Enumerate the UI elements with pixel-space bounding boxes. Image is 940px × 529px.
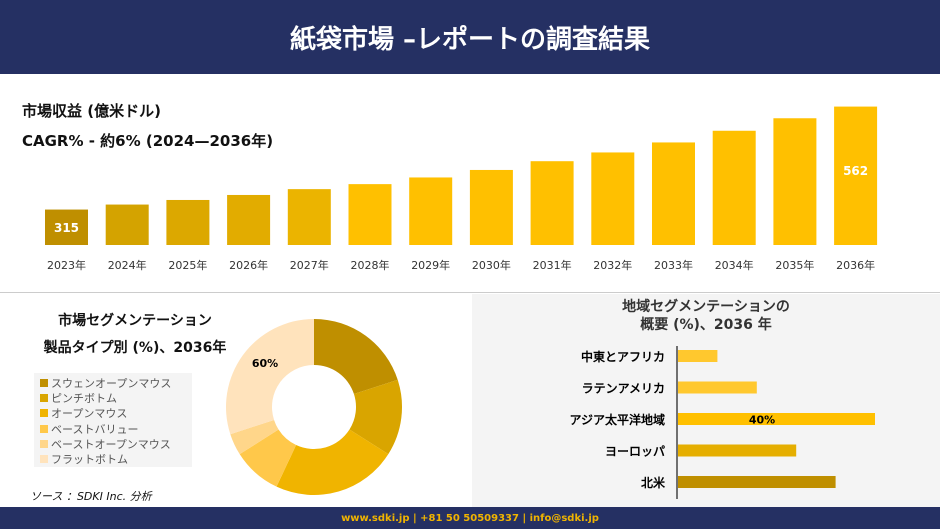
bar-2033年	[652, 142, 695, 245]
page-title: 紙袋市場 –レポートの調査結果	[289, 24, 651, 55]
legend-item: スウェンオープンマウス	[40, 375, 186, 390]
bar-2031年	[530, 161, 574, 245]
legend-item: ベーストバリュー	[40, 421, 186, 436]
region-data-label: 40%	[749, 414, 775, 427]
bar-2026年	[227, 194, 271, 245]
region-bar	[678, 381, 757, 394]
legend-swatch	[40, 409, 48, 418]
x-tick-label: 2032年	[593, 258, 632, 272]
revenue-title: 市場収益 (億米ドル)	[22, 102, 161, 120]
legend-swatch	[40, 393, 48, 402]
revenue-bar-chart: 2023年 315 2024年 2025年 2026年 2027年 2028年 2029年 20…	[45, 106, 878, 272]
donut-slice-2	[276, 429, 389, 495]
legend-item: ベーストオープンマウス	[40, 436, 186, 451]
legend-item: ピンチボトム	[40, 390, 186, 405]
region-title: 地域セグメンテーションの 概要 (%)、2036 年	[472, 298, 940, 334]
region-label: アジア太平洋地域	[569, 412, 665, 427]
bar-2030年	[469, 169, 513, 245]
legend-label: ピンチボトム	[51, 391, 117, 405]
bar-2028年	[348, 184, 392, 245]
x-tick-label: 2027年	[290, 258, 329, 272]
x-tick-label: 2025年	[168, 258, 207, 272]
x-tick-label: 2036年	[836, 258, 875, 272]
legend-swatch	[40, 439, 48, 448]
x-tick-label: 2031年	[533, 258, 572, 272]
region-bar	[678, 413, 875, 425]
region-bar	[678, 476, 836, 488]
bar-2032年	[591, 152, 635, 245]
legend-label: オープンマウス	[51, 407, 128, 421]
region-label: 中東とアフリカ	[581, 349, 665, 364]
x-tick-label: 2029年	[411, 258, 450, 272]
donut-legend: スウェンオープンマウス ピンチボトム オープンマウス ベーストバリュー ベーストオープン…	[34, 373, 192, 467]
region-label: 北米	[641, 475, 666, 490]
x-tick-label: 2023年	[47, 258, 86, 272]
product-type-donut-chart: 60%	[226, 319, 402, 495]
segment-title-line2: 製品タイプ別 (%)、2036年	[43, 340, 227, 356]
x-tick-label: 2024年	[108, 258, 147, 272]
legend-item: フラットボトム	[40, 451, 186, 466]
bar-2027年	[287, 189, 331, 245]
divider	[0, 292, 940, 293]
legend-item: オープンマウス	[40, 406, 186, 421]
data-label: 315	[54, 221, 79, 235]
source-note: ソース ：SDKI Inc. 分析	[30, 490, 152, 503]
donut-slice-4	[230, 419, 279, 455]
legend-label: ベーストオープンマウス	[51, 437, 171, 451]
cagr-label: CAGR% - 約6% (2024—2036年)	[22, 132, 274, 150]
footer: www.sdki.jp | +81 50 50509337 | info@sdk…	[0, 507, 940, 529]
x-tick-label: 2035年	[775, 258, 814, 272]
legend-label: スウェンオープンマウス	[51, 376, 172, 390]
region-bar	[678, 444, 797, 457]
donut-slice-5	[226, 319, 314, 435]
x-tick-label: 2030年	[472, 258, 511, 272]
region-bar	[678, 350, 718, 362]
x-tick-label: 2033年	[654, 258, 693, 272]
region-label: ヨーロッパ	[605, 445, 665, 459]
region-label: ラテンアメリカ	[582, 382, 665, 396]
page-header: 紙袋市場 –レポートの調査結果	[0, 0, 940, 74]
donut-data-label: 60%	[252, 357, 278, 370]
segment-title: 市場セグメンテーション 製品タイプ別 (%)、2036年	[10, 308, 260, 362]
footer-contact: www.sdki.jp | +81 50 50509337 | info@sdk…	[341, 512, 599, 524]
donut-slice-0	[314, 319, 398, 395]
x-tick-label: 2034年	[715, 258, 754, 272]
segment-title-line1: 市場セグメンテーション	[58, 313, 212, 329]
region-panel: 中東とアフリカ ラテンアメリカアジア太平洋地域 40% ヨーロッパ北米 地域セグメンテ…	[472, 294, 940, 507]
legend-label: フラットボトム	[51, 453, 128, 467]
bar-2035年	[773, 118, 817, 245]
bar-2023年	[45, 209, 88, 245]
bar-2036年	[834, 106, 878, 245]
donut-slice-3	[239, 429, 297, 487]
x-tick-label: 2028年	[351, 258, 390, 272]
legend-swatch	[40, 424, 48, 433]
legend-swatch	[40, 378, 48, 387]
bar-2025年	[166, 199, 210, 245]
legend-swatch	[40, 455, 48, 464]
region-title-line2: 概要 (%)、2036 年	[640, 317, 772, 333]
donut-slice-1	[349, 379, 402, 455]
x-tick-label: 2026年	[229, 258, 268, 272]
bar-2029年	[409, 177, 453, 245]
bar-2024年	[105, 204, 149, 245]
legend-label: ベーストバリュー	[51, 422, 139, 436]
data-label: 562	[843, 164, 868, 178]
bar-2034年	[712, 130, 756, 245]
region-title-line1: 地域セグメンテーションの	[622, 299, 790, 315]
